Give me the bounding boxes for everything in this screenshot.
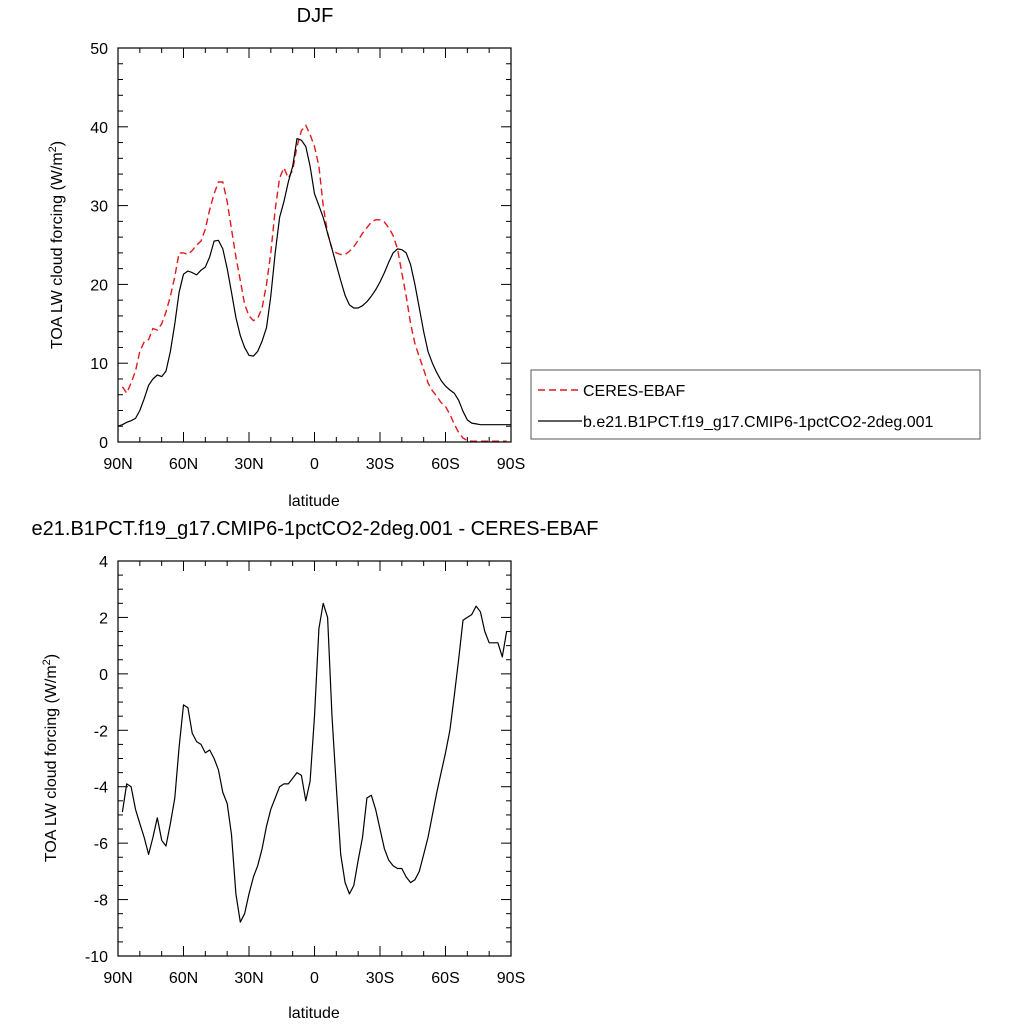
y-tick-label: 30 [90,199,108,216]
y-tick-label: 20 [90,277,108,294]
x-tick-label: 60N [169,970,198,987]
y-tick-label: -6 [94,836,108,853]
chart-panel-bottom: e21.B1PCT.f19_g17.CMIP6-1pctCO2-2deg.001… [32,518,599,1022]
legend-label-model: b.e21.B1PCT.f19_g17.CMIP6-1pctCO2-2deg.0… [583,414,934,431]
legend-label-ceres: CERES-EBAF [583,383,685,400]
y-tick-label: 40 [90,120,108,137]
y-tick-label: 10 [90,356,108,373]
y-tick-label: 50 [90,41,108,58]
x-tick-label: 30N [234,456,263,473]
y-tick-label: 0 [99,667,108,684]
y-tick-label: -10 [85,949,108,966]
x-tick-label: 90N [103,456,132,473]
series-line-2 [117,138,511,427]
series-line-1 [121,124,507,442]
x-tick-label: 30S [366,970,394,987]
chart-panel-top: DJF 90N 60N 30N 0 30S 60S 90S 0 10 20 30 40 50 latit… [47,5,525,510]
x-axis-label: latitude [288,493,340,510]
x-tick-label: 0 [310,456,319,473]
x-tick-label: 90S [497,456,525,473]
y-tick-label: -2 [94,723,108,740]
x-tick-label: 30S [366,456,394,473]
x-tick-label: 60S [431,970,459,987]
x-tick-label: 60N [169,456,198,473]
y-tick-label: 0 [99,435,108,452]
x-tick-label: 60S [431,456,459,473]
legend-frame [530,369,981,440]
y-tick-label: -4 [94,780,108,797]
plot-frame [117,47,512,443]
y-tick-label: -8 [94,893,108,910]
x-axis-label: latitude [288,1005,340,1022]
plot-frame [117,560,512,957]
x-tick-label: 90S [497,970,525,987]
chart-title: DJF [297,5,334,27]
y-axis-label: TOA LW cloud forcing (W/m2) [41,654,60,862]
x-tick-label: 90N [103,970,132,987]
x-tick-label: 30N [234,970,263,987]
y-tick-label: 2 [99,610,108,627]
y-tick-label: 4 [99,554,108,571]
chart-title-difference: e21.B1PCT.f19_g17.CMIP6-1pctCO2-2deg.001… [32,518,599,540]
y-axis-label: TOA LW cloud forcing (W/m2) [47,141,66,349]
x-tick-label: 0 [310,970,319,987]
legend: CERES-EBAF b.e21.B1PCT.f19_g17.CMIP6-1pc… [530,369,981,440]
series-line-1 [121,602,508,923]
